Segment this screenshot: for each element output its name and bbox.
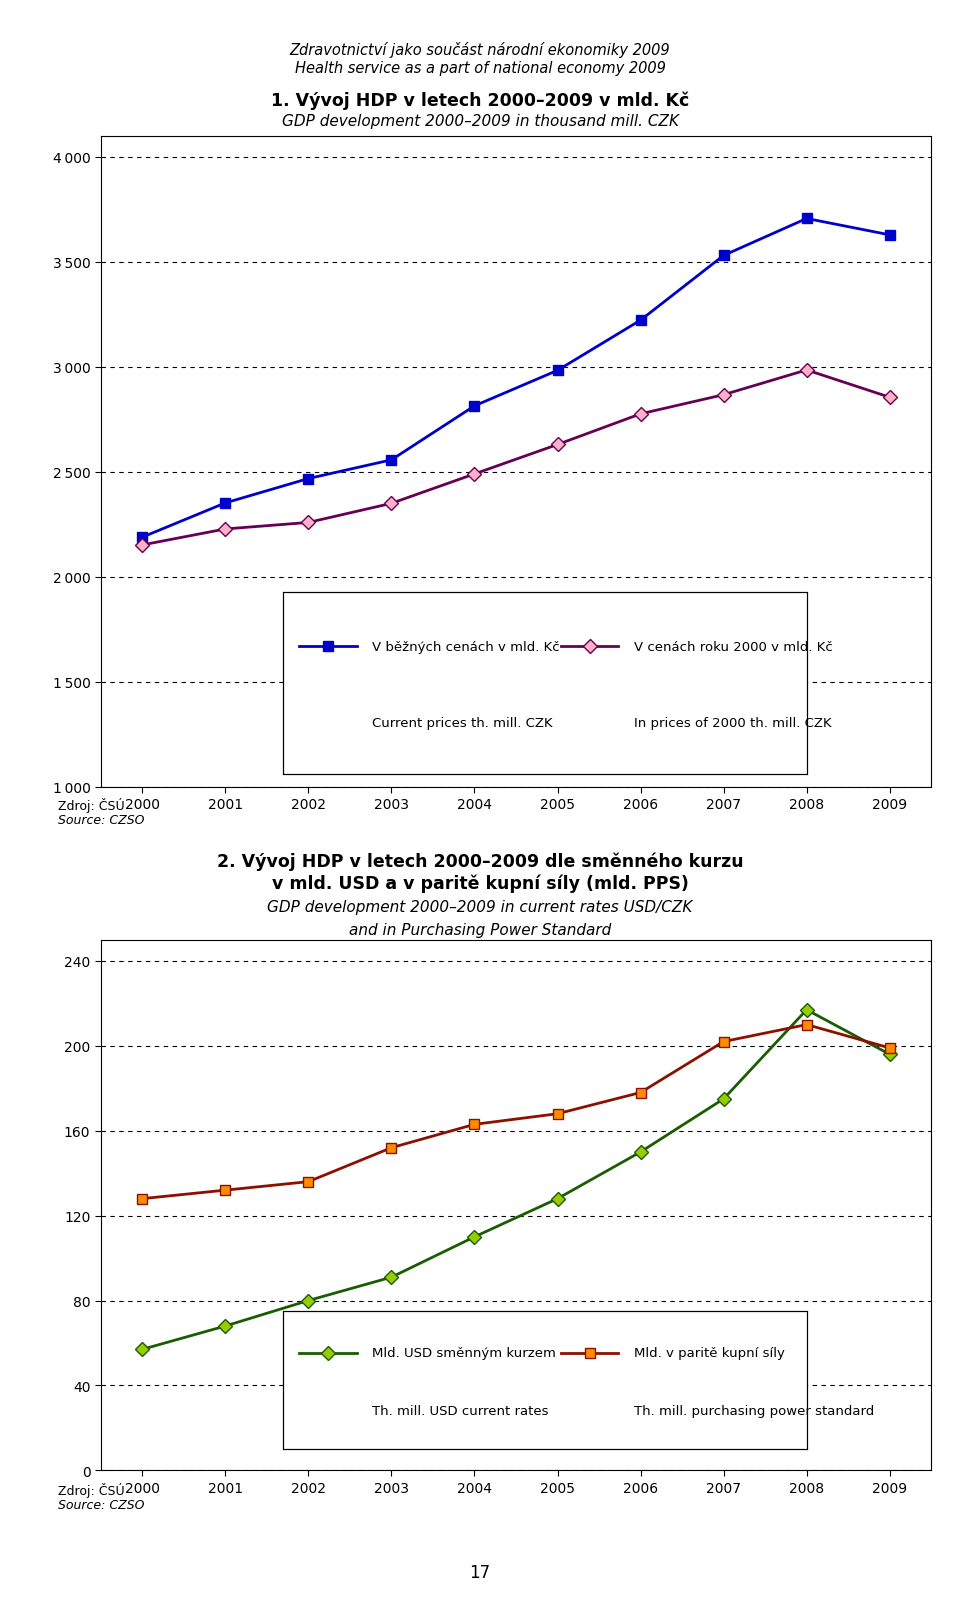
Text: Health service as a part of national economy 2009: Health service as a part of national eco… xyxy=(295,61,665,76)
Text: Zdroj: ČSÚ: Zdroj: ČSÚ xyxy=(58,1482,124,1496)
Text: 2. Vývoj HDP v letech 2000–2009 dle směnného kurzu: 2. Vývoj HDP v letech 2000–2009 dle směn… xyxy=(217,852,743,871)
Text: Zdroj: ČSÚ: Zdroj: ČSÚ xyxy=(58,797,124,812)
Text: and in Purchasing Power Standard: and in Purchasing Power Standard xyxy=(348,922,612,937)
Text: Source: CZSO: Source: CZSO xyxy=(58,1498,144,1511)
Text: GDP development 2000–2009 in thousand mill. CZK: GDP development 2000–2009 in thousand mi… xyxy=(281,114,679,129)
Text: Zdravotnictví jako součást národní ekonomiky 2009: Zdravotnictví jako součást národní ekono… xyxy=(290,42,670,58)
Text: 1. Vývoj HDP v letech 2000–2009 v mld. Kč: 1. Vývoj HDP v letech 2000–2009 v mld. K… xyxy=(271,92,689,111)
Text: Source: CZSO: Source: CZSO xyxy=(58,813,144,826)
Text: 17: 17 xyxy=(469,1564,491,1581)
Text: GDP development 2000–2009 in current rates USD/CZK: GDP development 2000–2009 in current rat… xyxy=(267,900,693,914)
Text: v mld. USD a v paritě kupní síly (mld. PPS): v mld. USD a v paritě kupní síly (mld. P… xyxy=(272,874,688,893)
